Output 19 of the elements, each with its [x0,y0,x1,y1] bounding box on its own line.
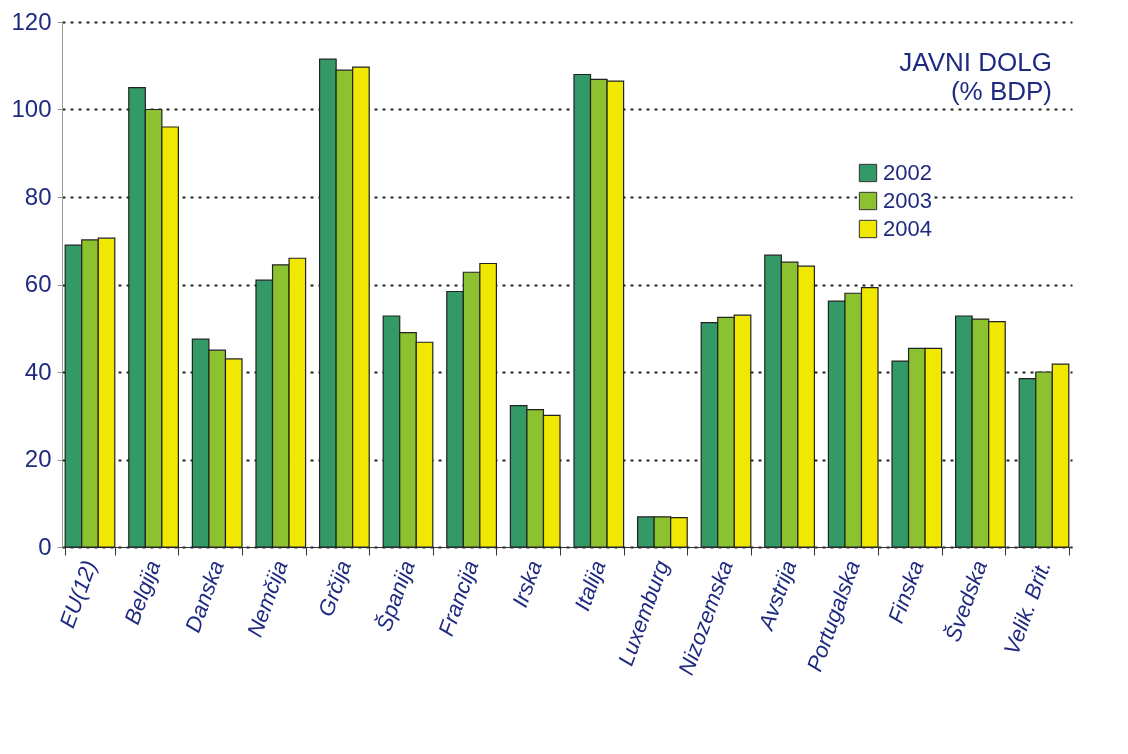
legend-label: 2003 [883,188,932,213]
y-tick-label: 80 [24,182,52,210]
y-tick-label: 60 [24,270,52,297]
x-tick-label: Italija [569,557,611,614]
x-tick-label: Finska [882,557,929,627]
x-tick-label: Belgija [119,557,166,628]
legend-label: 2002 [883,160,932,185]
y-tick-label: 100 [11,95,52,122]
text: JAVNI DOLG [899,47,1052,77]
y-tick-label: 20 [24,445,52,472]
y-tick-label: 0 [38,532,52,560]
x-tick-label: Velik. Brit. [998,557,1056,658]
x-tick-label: Grčija [313,557,357,620]
text: (% BDP) [950,76,1052,106]
legend-label: 2004 [883,216,932,241]
x-tick-label: Irska [507,557,547,611]
x-tick-label: Avstrija [752,557,802,635]
y-tick-label: 120 [11,7,52,35]
y-tick-label: 40 [24,357,52,385]
